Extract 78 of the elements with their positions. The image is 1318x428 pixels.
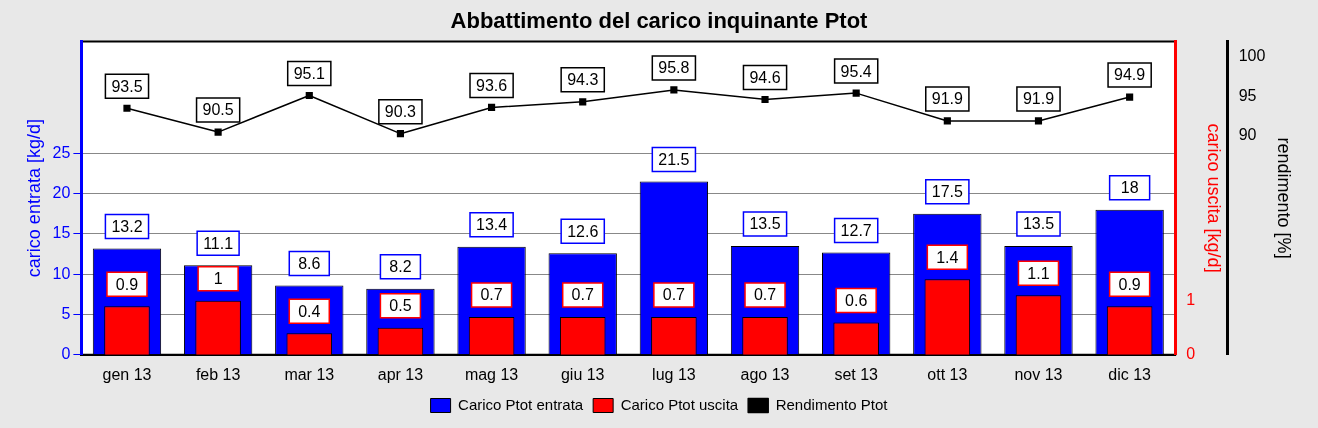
y-axis-title: carico entrata [kg/d] [23,119,44,278]
data-label: 91.9 [931,90,963,108]
data-label: 8.6 [298,254,321,272]
data-label: 12.6 [567,222,599,240]
x-tick-label: mag 13 [464,365,519,383]
y3-tick-label: 95 [1238,86,1257,104]
x-tick-label: gen 13 [102,365,152,383]
y-tick-label: 20 [52,184,71,202]
point [852,89,860,97]
data-label: 21.5 [658,150,690,168]
data-label: 95.8 [658,59,690,77]
data-label: 13.2 [111,217,143,235]
data-label: 0.6 [845,291,868,309]
legend-label: Carico Ptot entrata [458,395,584,413]
x-tick-label: mar 13 [284,365,335,383]
x-tick-label: apr 13 [377,365,424,383]
data-label: 0.9 [1118,275,1141,293]
y-tick-label: 15 [52,224,71,242]
point [579,98,587,106]
data-label: 94.9 [1114,66,1146,84]
data-label: 18 [1120,179,1139,197]
x-tick-label: giu 13 [560,365,605,383]
point [761,95,769,104]
y-tick-label: 10 [52,264,71,282]
x-tick-label: nov 13 [1014,365,1063,383]
y3-axis-title: rendimento [%] [1274,137,1295,259]
y3-tick-label: 100 [1238,46,1266,64]
data-label: 1.1 [1027,264,1050,282]
data-label: 93.6 [476,76,508,94]
data-label: 90.3 [384,103,417,121]
data-label: 93.5 [111,77,143,95]
y2-tick-label: 0 [1186,345,1196,363]
x-tick-label: feb 13 [195,365,241,383]
x-tick-label: dic 13 [1108,365,1152,383]
point [1126,93,1134,101]
data-label: 94.6 [749,68,781,86]
legend-label: Carico Ptot uscita [620,395,739,413]
point [1034,117,1043,125]
data-label: 13.4 [476,216,508,234]
y-tick-label: 0 [61,345,71,363]
data-label: 11.1 [203,234,234,252]
data-label: 12.7 [840,221,872,239]
data-label: 0.7 [480,286,503,304]
data-label: 94.3 [567,71,599,89]
point [670,86,678,94]
data-label: 13.5 [749,215,781,233]
point [943,117,951,125]
y2-axis-title: carico uscita [kg/d] [1203,123,1224,273]
data-label: 90.5 [202,101,234,119]
data-label: 91.9 [1022,90,1055,108]
x-tick-label: ago 13 [740,365,790,383]
point [123,104,131,112]
data-label: 1.4 [936,248,959,266]
data-label: 1 [213,270,223,288]
legend-label: Rendimento Ptot [775,395,889,413]
y-tick-label: 5 [61,304,71,322]
data-label: 0.4 [298,302,321,320]
data-label: 0.5 [389,297,412,315]
point [305,91,313,100]
data-label: 95.4 [840,62,872,80]
y2-tick-label: 1 [1186,291,1196,309]
data-label: 17.5 [931,183,963,201]
data-label: 95.1 [293,64,325,82]
chart-title: Abbattimento del carico inquinante Ptot [450,8,869,34]
x-tick-label: set 13 [834,365,879,383]
point [488,103,496,111]
data-label: 13.5 [1022,215,1055,233]
x-tick-label: lug 13 [652,365,696,383]
data-label: 8.2 [389,258,412,276]
data-label: 0.7 [753,286,777,304]
data-label: 0.7 [662,286,686,304]
data-label: 0.7 [571,286,594,304]
data-label: 0.9 [115,275,139,293]
point [214,128,222,136]
point [396,130,404,138]
y3-tick-label: 90 [1238,126,1257,144]
y-tick-label: 25 [52,143,71,161]
x-tick-label: ott 13 [927,365,968,383]
